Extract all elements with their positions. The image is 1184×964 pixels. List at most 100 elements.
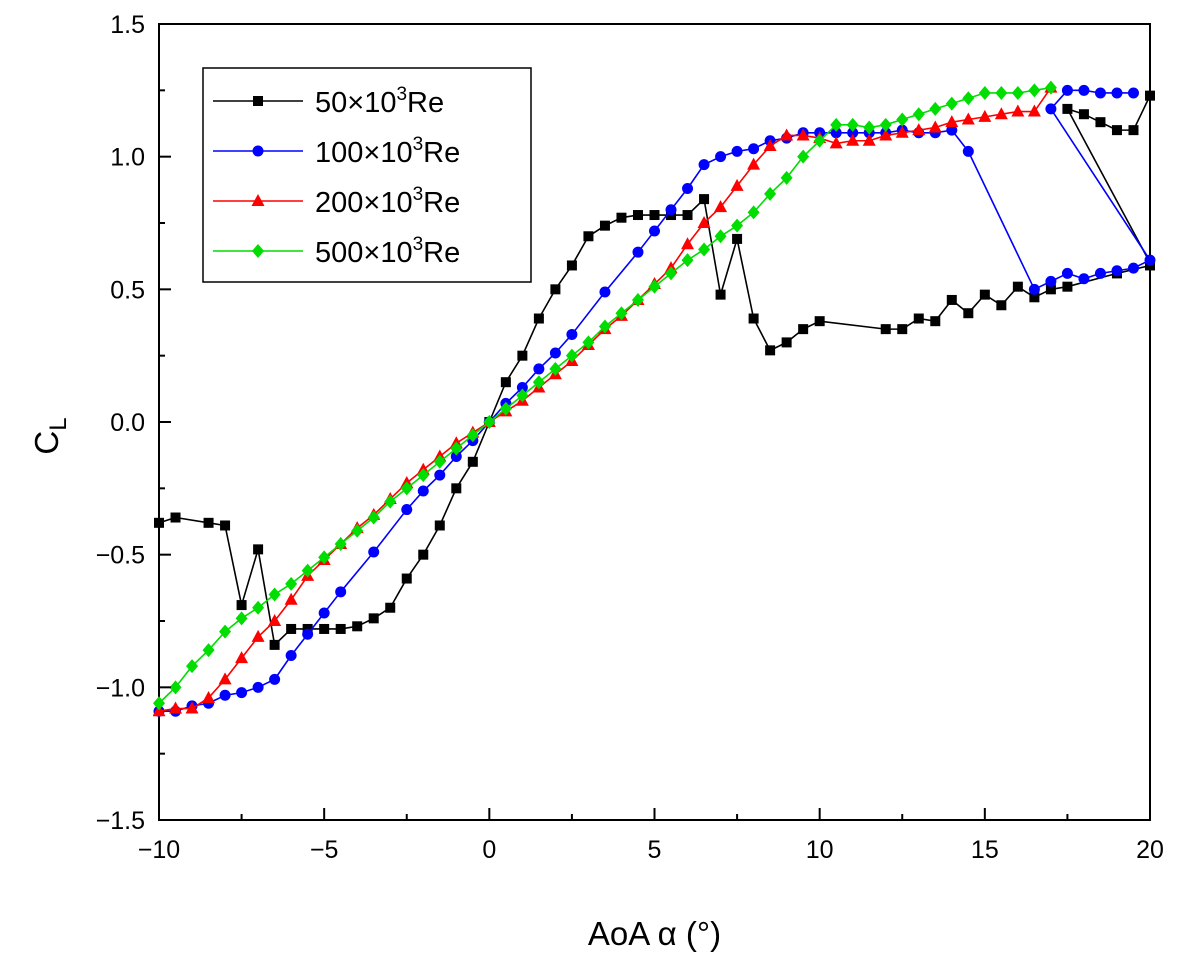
y-axis-title: CL (28, 417, 72, 454)
data-point (385, 602, 396, 613)
y-tick-label: −0.5 (96, 542, 145, 570)
data-point (880, 324, 891, 335)
data-point (153, 696, 165, 711)
x-tick-label: −10 (138, 836, 180, 864)
data-point (1078, 84, 1090, 96)
data-point (434, 520, 445, 531)
data-point (268, 587, 281, 602)
legend-label-tail: Re (423, 187, 460, 219)
data-point (1145, 90, 1155, 101)
data-point (747, 157, 761, 170)
data-point (352, 621, 363, 632)
data-point (153, 704, 166, 717)
data-point (302, 628, 314, 640)
data-point (731, 218, 744, 233)
data-point (978, 109, 992, 122)
data-point (335, 623, 346, 634)
data-point (566, 260, 577, 271)
data-point (714, 200, 728, 213)
data-point (466, 428, 479, 443)
data-point (417, 485, 429, 497)
data-point (1078, 273, 1090, 285)
data-point (912, 107, 925, 122)
data-point (730, 178, 744, 191)
data-point (450, 441, 463, 456)
data-point (1094, 267, 1106, 279)
data-point (732, 233, 743, 244)
data-point (549, 347, 561, 359)
data-point (170, 512, 181, 523)
data-point (252, 600, 265, 615)
data-point (1144, 254, 1156, 266)
data-point (748, 143, 760, 155)
data-point (334, 537, 347, 552)
data-point (715, 151, 727, 163)
data-point (253, 544, 264, 555)
data-point (830, 127, 842, 139)
series-4 (153, 80, 1057, 711)
data-point (367, 510, 380, 525)
y-tick-label: −1.5 (96, 807, 145, 835)
series-layer (153, 80, 1156, 717)
data-point (516, 388, 529, 403)
legend-label-superscript: 3 (413, 184, 424, 205)
y-tick-label: 1.0 (110, 144, 145, 172)
data-point (1027, 104, 1041, 117)
data-point (269, 673, 281, 685)
data-point (665, 266, 678, 281)
data-point (202, 690, 216, 703)
data-point (648, 279, 661, 294)
data-point (517, 350, 528, 361)
legend-item: 500×103Re (213, 234, 460, 269)
data-point (946, 294, 957, 305)
data-point (1061, 267, 1073, 279)
data-point (913, 313, 924, 324)
x-tick-label: 10 (806, 836, 834, 864)
data-point (268, 614, 282, 626)
data-point (796, 128, 810, 141)
legend-label: 200×103Re (315, 184, 460, 219)
data-point (318, 550, 331, 565)
data-point (1094, 87, 1106, 99)
data-point (236, 600, 247, 611)
data-point (1128, 125, 1139, 136)
data-point (928, 120, 942, 133)
data-point (401, 504, 413, 516)
data-point (434, 469, 446, 481)
x-tick-label: 20 (1136, 836, 1164, 864)
data-point (962, 145, 974, 157)
data-point (203, 517, 214, 528)
legend-label-tail: Re (423, 137, 460, 169)
y-tick-label: 1.5 (110, 11, 145, 39)
data-point (598, 319, 611, 334)
data-point (252, 681, 264, 693)
data-point (665, 204, 677, 216)
x-tick-label: 15 (971, 836, 999, 864)
data-point (1011, 85, 1024, 100)
data-point (384, 494, 397, 509)
data-point (499, 401, 512, 416)
data-point (516, 382, 528, 394)
data-point (897, 324, 908, 335)
data-point (318, 607, 330, 619)
data-point (698, 242, 711, 257)
legend-label-base: 200×10 (315, 187, 413, 219)
legend-label-tail: Re (423, 237, 460, 269)
data-point (798, 324, 809, 335)
legend-marker (252, 145, 264, 157)
data-point (1044, 80, 1057, 95)
data-point (549, 361, 562, 376)
data-point (533, 363, 545, 375)
data-point (1029, 292, 1040, 303)
data-point (566, 328, 578, 340)
data-point (301, 563, 314, 578)
data-point (681, 253, 694, 268)
y-axis-title-subscript: L (45, 417, 72, 430)
data-point (269, 639, 280, 650)
data-point (565, 348, 578, 363)
data-point (847, 127, 859, 139)
data-point (765, 345, 776, 356)
data-point (1111, 87, 1123, 99)
x-tick-label: 0 (482, 836, 496, 864)
